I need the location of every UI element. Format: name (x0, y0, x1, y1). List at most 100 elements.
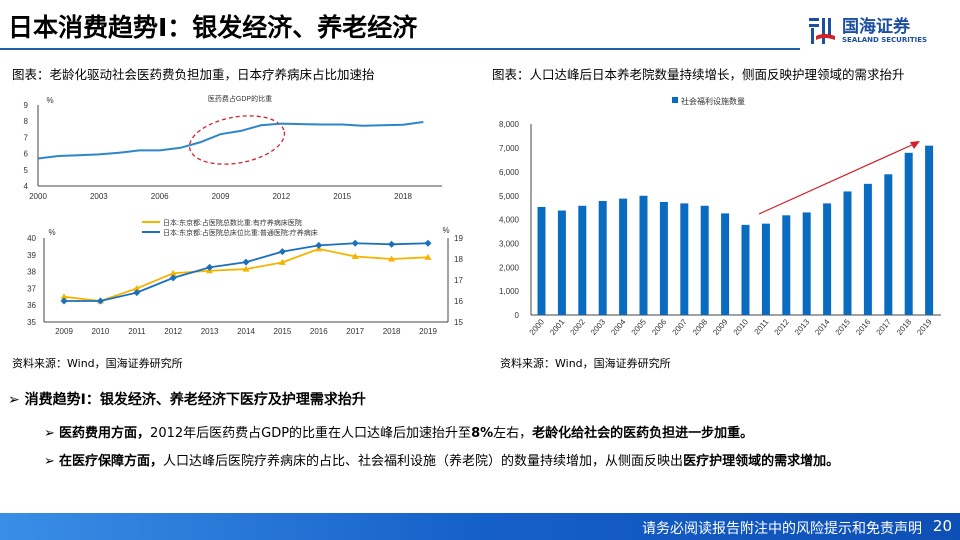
c2-point-triangle (424, 253, 432, 260)
bold-text: 医疗护理领域的需求增加。 (683, 454, 840, 469)
c2-point-diamond (242, 258, 250, 266)
c1-x-tick: 2012 (272, 192, 290, 201)
c3-legend-label: 社会福利设施数量 (681, 96, 745, 106)
c3-bar (619, 198, 628, 315)
c3-bar (598, 200, 607, 315)
c2-point-diamond (206, 263, 214, 271)
c2-x-tick: 2016 (310, 327, 328, 336)
c3-x-tick: 2001 (548, 317, 567, 337)
c2-x-tick: 2015 (274, 327, 292, 336)
c2-point-triangle (388, 255, 396, 262)
c3-bar (639, 195, 648, 315)
c2-point-diamond (424, 239, 432, 247)
c3-y-tick: 1,000 (499, 287, 520, 296)
c3-y-tick: 5,000 (499, 192, 520, 201)
bullet-sub-1: ➢ 医药费用方面，2012年后医药费占GDP的比重在人口达峰后加速抬升至8%左右… (44, 422, 753, 441)
bold-text: 老龄化给社会的医药负担进一步加重。 (532, 426, 754, 441)
c3-x-tick: 2010 (732, 317, 751, 337)
text: 人口达峰后医院疗养病床的占比、社会福利设施（养老院）的数量持续增加，从侧面反映出 (163, 454, 684, 469)
c3-x-tick: 2013 (793, 317, 812, 337)
c3-x-tick: 2012 (772, 317, 791, 337)
c3-x-tick: 2005 (630, 317, 649, 337)
c2-series-line (64, 242, 429, 302)
c3-x-tick: 2017 (874, 317, 893, 337)
c2-series-line (63, 247, 429, 302)
c3-bar (802, 212, 811, 315)
c2-point-diamond (133, 289, 141, 297)
c2-left-tick: 35 (27, 318, 36, 327)
logo-cn: 国海证券 (842, 17, 910, 37)
c3-bar (761, 223, 770, 315)
c3-x-tick: 2003 (589, 317, 608, 337)
c3-bar (557, 210, 566, 315)
c1-y-tick: 6 (24, 150, 29, 159)
c2-x-tick: 2014 (237, 327, 255, 336)
c3-x-tick: 2019 (915, 317, 934, 337)
c2-point-triangle (169, 269, 177, 276)
c1-y-tick: 4 (24, 182, 29, 191)
c2-point-diamond (278, 248, 286, 256)
c2-left-tick: 39 (27, 251, 36, 260)
c1-x-tick: 2015 (333, 192, 351, 201)
c3-bar (659, 201, 668, 315)
text: 2012年后医药费占GDP的比重在人口达峰后加速抬升至 (150, 426, 472, 441)
c3-y-tick: 0 (515, 311, 520, 320)
title-divider (0, 48, 800, 50)
bullet-sub-2: ➢ 在医疗保障方面，人口达峰后医院疗养病床的占比、社会福利设施（养老院）的数量持… (44, 450, 839, 469)
footer-disclaimer[interactable]: 请务必阅读报告附注中的风险提示和免责声明 (642, 521, 922, 537)
c3-y-tick: 4,000 (499, 216, 520, 225)
c2-point-triangle (60, 293, 68, 300)
c3-x-tick: 2018 (895, 317, 914, 337)
c3-bar (843, 191, 852, 315)
c2-right-tick: 18 (454, 255, 463, 264)
c3-x-tick: 2011 (752, 317, 770, 336)
c3-y-tick: 7,000 (499, 144, 520, 153)
c3-x-tick: 2006 (650, 317, 669, 337)
c2-x-tick: 2013 (201, 327, 219, 336)
c1-x-tick: 2000 (29, 192, 47, 201)
c3-x-tick: 2014 (813, 317, 832, 337)
text: 左右， (493, 426, 533, 441)
c2-right-tick: 16 (454, 297, 463, 306)
c2-x-tick: 2012 (164, 327, 182, 336)
c2-x-tick: 2018 (383, 327, 401, 336)
bold-text: 医药费用方面， (59, 426, 151, 441)
c1-y-tick: 7 (24, 133, 29, 142)
c2-right-tick: 15 (454, 318, 463, 327)
c3-bar (823, 203, 832, 315)
c3-bar (741, 224, 750, 315)
bold-text: 8% (471, 426, 494, 441)
c3-y-tick: 3,000 (499, 239, 520, 248)
c2-left-tick: 36 (27, 301, 36, 310)
c3-bar (578, 205, 587, 315)
page-number: 20 (932, 517, 952, 535)
c2-right-label: % (442, 226, 449, 235)
arrow-bullet-icon: ➢ (44, 454, 60, 469)
c3-bar (884, 174, 893, 315)
c3-bar (782, 215, 791, 315)
c3-trend-arrow (758, 143, 915, 215)
c2-x-tick: 2010 (92, 327, 110, 336)
c3-y-tick: 6,000 (499, 168, 520, 177)
c2-x-tick: 2017 (346, 327, 364, 336)
c3-bar (700, 205, 709, 315)
c3-bar (721, 213, 730, 315)
page-title: 日本消费趋势I：银发经济、养老经济 (8, 13, 418, 42)
c2-right-tick: 17 (454, 276, 463, 285)
c2-point-diamond (169, 274, 177, 282)
c2-x-tick: 2011 (128, 327, 146, 336)
bullet-main: ➢ 消费趋势I：银发经济、养老经济下医疗及护理需求抬升 (8, 389, 366, 409)
c1-y-tick: 5 (24, 166, 29, 175)
c3-x-tick: 2002 (568, 317, 587, 337)
c2-right-tick: 19 (454, 234, 463, 243)
c2-point-diamond (60, 297, 68, 305)
c2-point-triangle (278, 258, 286, 265)
c2-legend-label: 日本:东京都:占医院总数比重:有疗养病床医院 (163, 218, 302, 227)
logo-en: SEALAND SECURITIES (842, 36, 928, 44)
c1-x-tick: 2006 (151, 192, 169, 201)
c2-point-triangle (242, 265, 250, 272)
c2-point-triangle (133, 284, 141, 291)
c3-legend-swatch (672, 97, 678, 103)
c3-bar (863, 183, 872, 315)
